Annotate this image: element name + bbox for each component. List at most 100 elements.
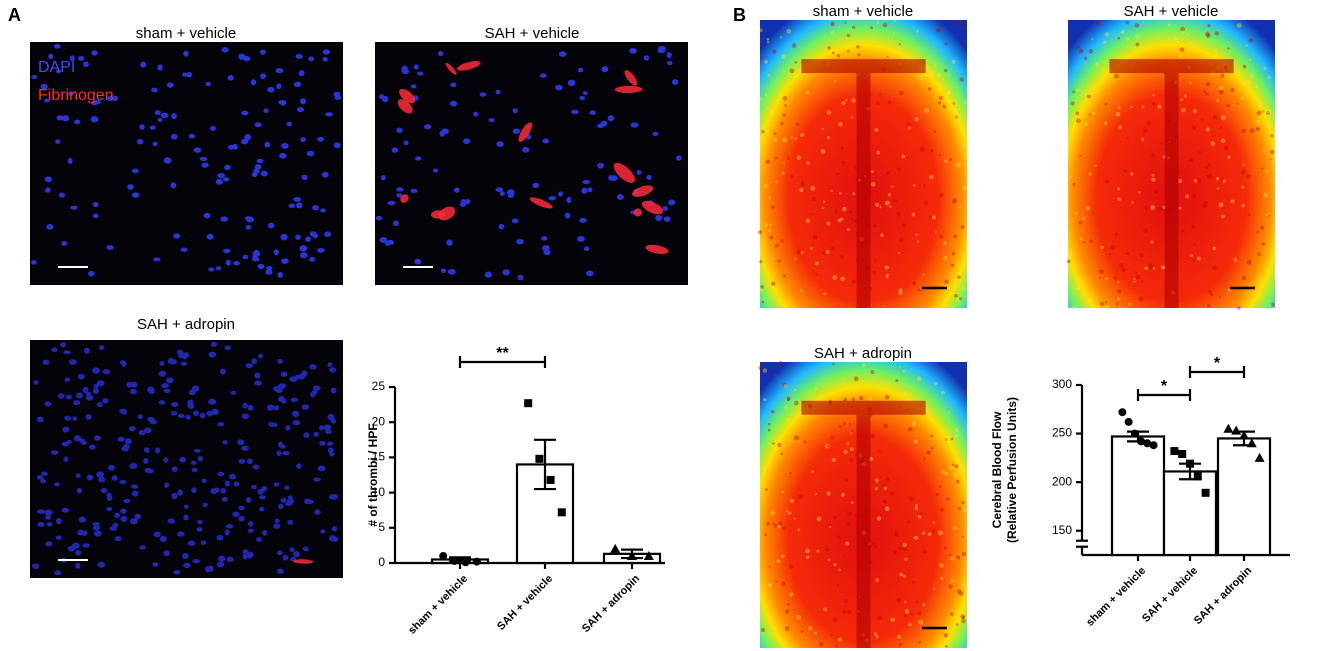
- speckle: [775, 243, 779, 248]
- speckle: [785, 102, 790, 106]
- nucleus: [72, 416, 78, 421]
- speckle: [1089, 239, 1093, 243]
- nucleus: [64, 416, 72, 421]
- speckle: [1104, 32, 1110, 37]
- vessel: [801, 59, 926, 308]
- speckle: [774, 156, 778, 160]
- nucleus: [296, 463, 302, 469]
- thrombus: [438, 206, 456, 221]
- speckle: [882, 499, 887, 504]
- speckle: [953, 234, 958, 239]
- speckle: [1247, 213, 1251, 217]
- speckle: [1074, 212, 1078, 215]
- speckle: [782, 161, 785, 164]
- thrombus: [613, 162, 636, 183]
- speckle: [834, 80, 837, 83]
- speckle: [1150, 240, 1154, 244]
- y-tick-label: 5: [378, 520, 385, 534]
- nucleus: [331, 493, 339, 500]
- speckle: [874, 260, 877, 263]
- speckle: [922, 273, 925, 276]
- speckle: [961, 535, 965, 538]
- speckle: [833, 563, 837, 567]
- speckle: [950, 556, 955, 561]
- nucleus: [73, 400, 81, 406]
- thrombus: [641, 200, 664, 215]
- nucleus: [230, 390, 237, 395]
- speckle: [914, 506, 919, 511]
- speckle: [800, 250, 804, 255]
- nucleus: [643, 55, 650, 61]
- speckle: [854, 384, 858, 387]
- speckle: [903, 391, 908, 396]
- speckle: [1269, 178, 1273, 182]
- nucleus: [226, 556, 234, 563]
- speckle: [891, 185, 894, 188]
- nucleus: [277, 271, 284, 279]
- speckle: [1257, 283, 1261, 286]
- speckle: [830, 21, 835, 27]
- speckle: [759, 288, 764, 292]
- nucleus: [78, 438, 86, 443]
- speckle: [897, 167, 902, 172]
- speckle: [1143, 128, 1148, 134]
- speckle: [1138, 296, 1144, 302]
- nucleus: [260, 49, 266, 55]
- nucleus: [330, 387, 337, 394]
- speckle: [761, 238, 765, 241]
- speckle: [932, 521, 936, 524]
- speckle: [1220, 177, 1225, 182]
- nucleus: [37, 521, 45, 527]
- nucleus: [675, 155, 682, 161]
- nucleus: [216, 561, 225, 568]
- nucleus: [82, 543, 91, 548]
- nucleus: [242, 549, 249, 555]
- nucleus: [210, 341, 218, 347]
- nucleus: [630, 122, 639, 128]
- significance-label: **: [496, 345, 509, 362]
- nucleus: [75, 473, 81, 478]
- speckle: [909, 79, 912, 82]
- thrombus: [614, 85, 643, 94]
- speckle: [822, 200, 826, 203]
- speckle: [1115, 302, 1119, 306]
- speckle: [902, 223, 906, 227]
- nucleus: [93, 530, 102, 537]
- speckle: [951, 59, 956, 65]
- speckle: [895, 531, 899, 536]
- speckle: [930, 434, 934, 438]
- nucleus: [40, 83, 48, 90]
- nucleus: [155, 447, 161, 454]
- y-tick-label: 150: [1052, 523, 1072, 537]
- speckle: [899, 237, 904, 242]
- speckle: [930, 446, 934, 450]
- significance-label: *: [1161, 378, 1168, 395]
- nucleus: [109, 526, 118, 531]
- stain-label: Fibrinogen: [38, 87, 114, 104]
- speckle: [912, 581, 915, 584]
- nucleus: [313, 431, 319, 437]
- speckle: [1088, 49, 1094, 54]
- speckle: [1267, 76, 1271, 80]
- nucleus: [309, 364, 317, 370]
- speckle: [796, 155, 802, 160]
- speckle: [1125, 136, 1129, 140]
- nucleus: [106, 495, 113, 501]
- speckle: [1160, 142, 1163, 145]
- nucleus: [163, 388, 171, 394]
- nucleus: [151, 87, 158, 93]
- speckle: [773, 446, 779, 452]
- nucleus: [375, 215, 383, 221]
- nucleus: [414, 258, 422, 265]
- speckle: [1104, 102, 1108, 106]
- speckle: [896, 597, 902, 603]
- nucleus: [512, 128, 521, 135]
- nucleus: [662, 205, 668, 211]
- speckle: [1076, 286, 1080, 290]
- speckle: [786, 396, 791, 401]
- nucleus: [217, 172, 226, 179]
- nucleus: [185, 414, 191, 420]
- speckle: [793, 388, 797, 392]
- speckle: [914, 503, 918, 507]
- speckle: [843, 598, 849, 604]
